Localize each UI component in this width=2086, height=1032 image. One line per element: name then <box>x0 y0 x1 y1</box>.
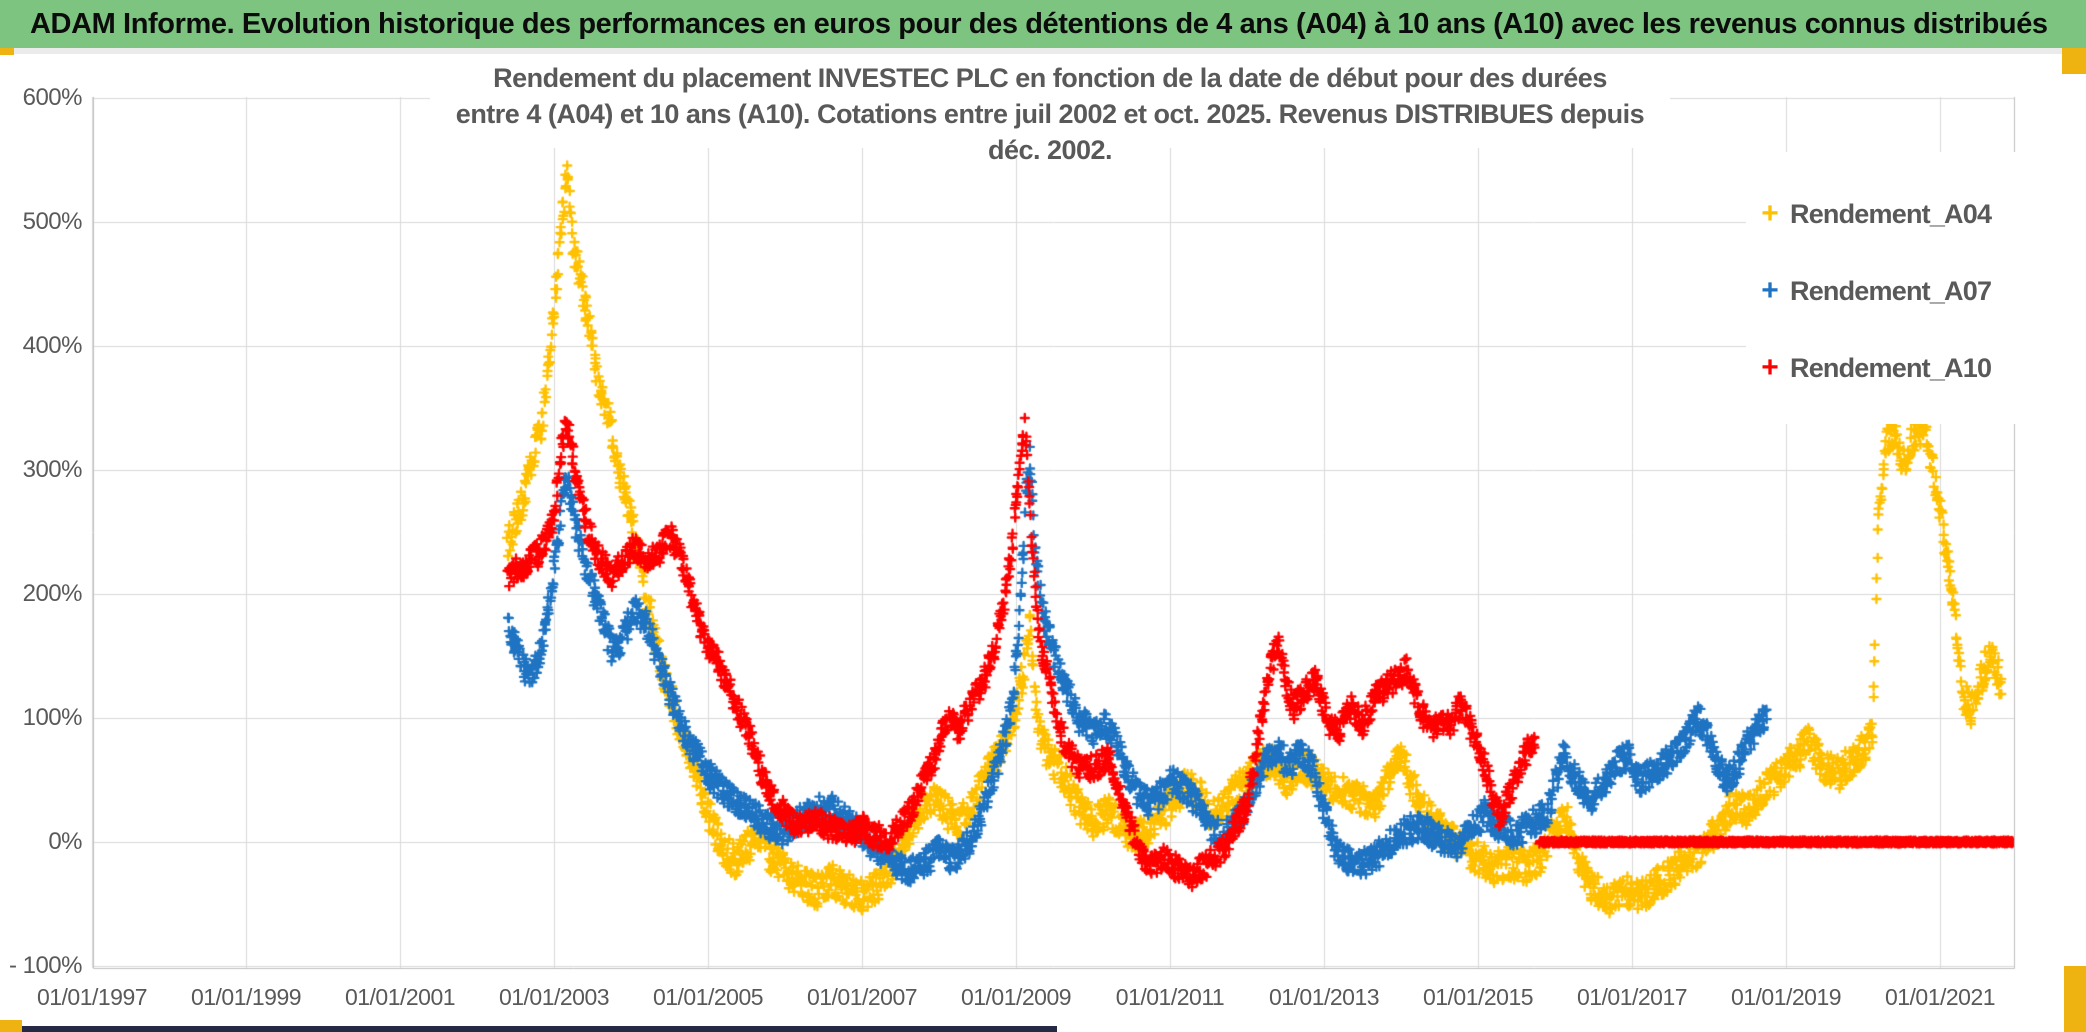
y-axis-tick-label: 400% <box>22 332 83 359</box>
accent-top-right <box>2062 48 2086 74</box>
chart-legend: + Rendement_A04 + Rendement_A07 + Rendement_A… <box>1746 152 2016 424</box>
legend-item-label: Rendement_A07 <box>1790 275 1992 306</box>
accent-bottom-left <box>0 1020 22 1032</box>
legend-item[interactable]: + Rendement_A07 <box>1756 271 2016 311</box>
x-axis-tick-label: 01/01/2017 <box>1576 984 1688 1010</box>
plus-icon: + <box>1761 351 1779 384</box>
page-title: ADAM Informe. Evolution historique des p… <box>30 7 2048 40</box>
plus-icon: + <box>1761 274 1779 307</box>
y-axis-tick-label: 500% <box>22 208 83 235</box>
legend-item[interactable]: + Rendement_A04 <box>1756 194 2016 234</box>
y-axis-tick-label: 300% <box>22 456 83 483</box>
x-axis-tick-label: 01/01/2001 <box>344 984 456 1010</box>
chart-title: Rendement du placement INVESTEC PLC en f… <box>430 60 1670 165</box>
y-axis-tick-label: 100% <box>22 704 83 731</box>
y-axis-tick-label: - 100% <box>8 952 83 979</box>
chart-title-line1: Rendement du placement INVESTEC PLC en f… <box>493 63 1607 93</box>
bottom-window-edge <box>22 1026 1057 1032</box>
x-axis-tick-label: 01/01/2013 <box>1268 984 1380 1010</box>
legend-item[interactable]: + Rendement_A10 <box>1756 348 2016 388</box>
plus-icon: + <box>1761 197 1779 230</box>
y-axis-tick-label: 600% <box>22 84 83 111</box>
page-title-bar: ADAM Informe. Evolution historique des p… <box>0 0 2086 48</box>
x-axis-tick-label: 01/01/2007 <box>806 984 918 1010</box>
x-axis-tick-label: 01/01/2003 <box>498 984 610 1010</box>
chart-title-line2: entre 4 (A04) et 10 ans (A10). Cotations… <box>455 99 1645 165</box>
accent-bottom-right <box>2064 966 2086 1032</box>
y-axis-tick-label: 0% <box>48 828 82 855</box>
x-axis-tick-label: 01/01/1997 <box>36 984 148 1010</box>
x-axis-tick-label: 01/01/2015 <box>1422 984 1534 1010</box>
legend-item-label: Rendement_A04 <box>1790 198 1992 229</box>
legend-item-label: Rendement_A10 <box>1790 352 1992 383</box>
y-axis-tick-label: 200% <box>22 580 83 607</box>
x-axis-tick-label: 01/01/2019 <box>1730 984 1842 1010</box>
accent-top-left <box>0 48 14 55</box>
x-axis-tick-label: 01/01/2005 <box>652 984 764 1010</box>
x-axis-tick-label: 01/01/2009 <box>960 984 1072 1010</box>
x-axis-tick-label: 01/01/2011 <box>1115 984 1225 1010</box>
title-divider <box>0 48 2086 54</box>
x-axis-tick-label: 01/01/2021 <box>1884 984 1996 1010</box>
x-axis-tick-label: 01/01/1999 <box>190 984 302 1010</box>
